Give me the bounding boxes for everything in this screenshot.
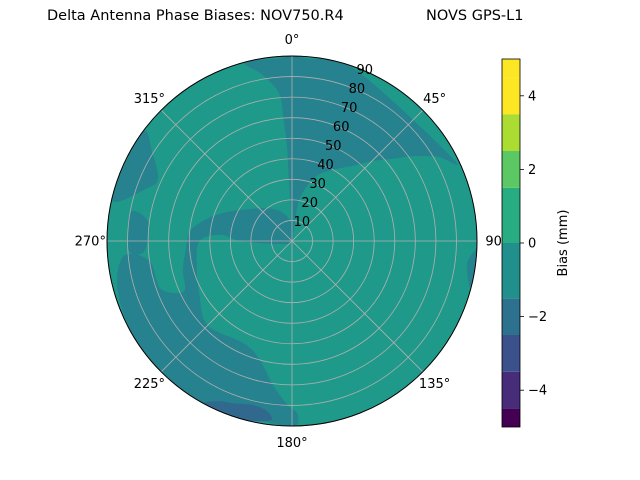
- colorbar-tick-label: −4: [528, 384, 547, 399]
- colorbar-tick-label: 4: [528, 89, 536, 104]
- grid-spoke-135: [291, 240, 424, 373]
- colorbar-band: [502, 298, 520, 335]
- colorbar-band: [502, 408, 520, 427]
- colorbar-band: [502, 243, 520, 299]
- colorbar-band: [502, 335, 520, 372]
- colorbar-band: [502, 187, 520, 243]
- grid-spoke-45: [291, 109, 424, 242]
- radial-tick-label: 90: [357, 63, 374, 78]
- angular-tick-label: 180°: [276, 436, 307, 451]
- angular-tick-label: 0°: [285, 33, 300, 48]
- colorbar-band: [502, 371, 520, 409]
- angular-tick-label: 270°: [75, 235, 106, 250]
- angular-tick-label: 225°: [134, 377, 165, 392]
- angular-tick-label: 135°: [419, 377, 450, 392]
- contour-region-west-inner-spot: [127, 210, 149, 255]
- radial-tick-label: 50: [325, 139, 342, 154]
- colorbar-tick-label: −2: [528, 310, 547, 325]
- colorbar-label: Bias (mm): [556, 210, 571, 277]
- radial-tick-label: 70: [341, 101, 358, 116]
- colorbar-tick-label: 2: [528, 163, 536, 178]
- colorbar-band: [502, 59, 520, 78]
- radial-tick-label: 60: [333, 120, 350, 135]
- chart-title-left: Delta Antenna Phase Biases: NOV750.R4: [47, 8, 344, 24]
- colorbar-tick-label: 0: [528, 237, 536, 252]
- contour-region-east-edge-sliver: [467, 247, 477, 288]
- radial-tick-label: 10: [294, 215, 311, 230]
- contour-region-west-edge-patch: [111, 130, 159, 203]
- chart-title-right: NOVS GPS-L1: [426, 8, 524, 24]
- angular-tick-labels: 0° 45° 90 135° 180° 225° 270° 315°: [75, 33, 502, 451]
- colorbar-band: [502, 77, 520, 115]
- grid-spoke-315: [160, 109, 293, 242]
- radial-tick-labels: 10 20 30 40 50 60 70 80 90: [294, 63, 373, 230]
- contour-region-south-west-band: [116, 208, 299, 426]
- grid-spoke-225: [160, 240, 293, 373]
- radial-tick-label: 20: [301, 196, 318, 211]
- angular-tick-label: 45°: [423, 92, 446, 107]
- radial-tick-label: 30: [309, 177, 326, 192]
- angular-tick-label: 90: [485, 235, 502, 250]
- colorbar-band: [502, 151, 520, 188]
- contour-region-south-dark-patch: [204, 401, 273, 422]
- contour-region-north-east-band: [243, 56, 458, 242]
- angular-tick-label: 315°: [134, 92, 165, 107]
- colorbar: 4 2 0 −2 −4 Bias (mm): [501, 58, 571, 428]
- colorbar-band: [502, 114, 520, 151]
- radial-tick-label: 40: [317, 158, 334, 173]
- radial-tick-label: 80: [349, 82, 366, 97]
- polar-outline: [106, 55, 478, 427]
- polar-grid: [106, 55, 478, 427]
